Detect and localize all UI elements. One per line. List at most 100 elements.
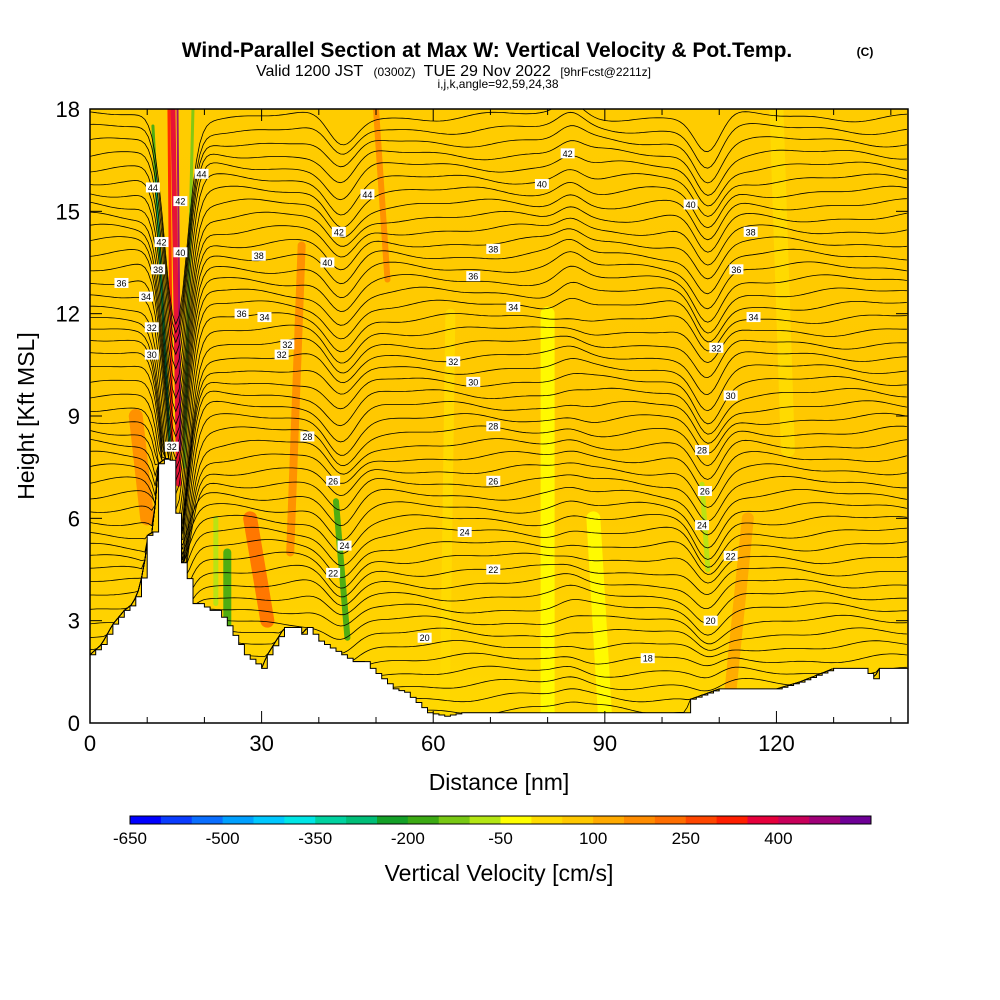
isentrope-line bbox=[90, 457, 907, 609]
isentrope-label-box bbox=[640, 653, 655, 664]
colorbar-tick-label: -650 bbox=[113, 829, 147, 848]
colorbar-swatch bbox=[284, 816, 316, 824]
isentrope-label-text: 42 bbox=[334, 227, 344, 237]
x-axis-label: Distance [nm] bbox=[429, 769, 570, 795]
isentrope-label-box bbox=[257, 312, 272, 323]
isentrope-label-box bbox=[486, 475, 501, 486]
isentrope-line bbox=[90, 457, 907, 568]
isentrope-label-box bbox=[709, 342, 724, 353]
chart-subtitle: Valid 1200 JST (0300Z) TUE 29 Nov 2022 [… bbox=[256, 63, 651, 80]
isentrope-label: 42 bbox=[331, 226, 346, 237]
isentrope-label: 22 bbox=[723, 550, 738, 561]
colorbar-swatch bbox=[160, 816, 193, 824]
isentrope-label-text: 30 bbox=[468, 377, 478, 387]
isentrope-label: 36 bbox=[729, 264, 744, 275]
isentrope-label-text: 44 bbox=[148, 183, 158, 193]
isentrope-label-text: 24 bbox=[460, 527, 470, 537]
colorbar-swatch bbox=[500, 816, 532, 824]
isentrope-label-text: 28 bbox=[302, 432, 312, 442]
isentrope-label-box bbox=[234, 308, 249, 319]
isentrope-label: 34 bbox=[746, 312, 761, 323]
isentrope-line bbox=[90, 251, 907, 471]
isentrope-label-box bbox=[144, 349, 159, 360]
isentrope-label-text: 40 bbox=[537, 180, 547, 190]
updraft-wave-3 bbox=[724, 512, 754, 695]
isentrope-label-box bbox=[729, 264, 744, 275]
isentrope-label-text: 26 bbox=[700, 487, 710, 497]
weak-updraft bbox=[439, 308, 456, 718]
isentrope-label: 18 bbox=[640, 653, 655, 664]
isentrope-label-box bbox=[280, 339, 295, 350]
isentrope-label-box bbox=[173, 247, 188, 258]
isentrope-label: 36 bbox=[466, 271, 481, 282]
isentrope-label: 32 bbox=[144, 322, 159, 333]
isentrope-line bbox=[90, 457, 907, 567]
subtitle-index: i,j,k,angle=92,59,24,38 bbox=[437, 77, 558, 91]
isentrope-line bbox=[90, 358, 907, 541]
colorbar-tick-label: 400 bbox=[764, 829, 792, 848]
isentrope-line bbox=[90, 312, 907, 518]
isentrope-label-box bbox=[466, 271, 481, 282]
isentrope-label-box bbox=[723, 550, 738, 561]
isentrope-label: 32 bbox=[280, 339, 295, 350]
isentrope-label-box bbox=[164, 441, 179, 452]
isentrope-label-box bbox=[139, 291, 154, 302]
isentrope-line bbox=[90, 457, 907, 546]
colorbar-swatch bbox=[191, 816, 224, 824]
colorbar-swatch bbox=[654, 816, 687, 824]
isentrope-label: 34 bbox=[139, 291, 154, 302]
isentrope-line bbox=[90, 111, 907, 334]
isentrope-label-text: 22 bbox=[328, 568, 338, 578]
colorbar-tick-label: -500 bbox=[206, 829, 240, 848]
isentrope-label-text: 28 bbox=[488, 422, 498, 432]
isentrope-label-text: 34 bbox=[259, 313, 269, 323]
isentrope-label-box bbox=[697, 486, 712, 497]
isentrope-line bbox=[90, 140, 907, 356]
isentrope-label: 24 bbox=[457, 526, 472, 537]
downdraft-wave-2 bbox=[332, 498, 351, 641]
isentrope-line bbox=[90, 457, 907, 636]
colorbar-swatch bbox=[685, 816, 718, 824]
isentrope-label: 36 bbox=[234, 308, 249, 319]
isentrope-label-text: 42 bbox=[563, 149, 573, 159]
colorbar-swatch bbox=[438, 816, 471, 824]
isentrope-label-text: 26 bbox=[328, 476, 338, 486]
y-tick-label: 9 bbox=[68, 404, 80, 429]
isentrope-line bbox=[90, 438, 907, 566]
isentrope-line bbox=[90, 194, 907, 413]
isentrope-label-box bbox=[534, 179, 549, 190]
isentrope-label-text: 34 bbox=[141, 292, 151, 302]
isentrope-label: 38 bbox=[151, 264, 166, 275]
isentrope-label-text: 36 bbox=[237, 309, 247, 319]
isentrope-label-box bbox=[695, 445, 710, 456]
isentrope-label-text: 42 bbox=[175, 197, 185, 207]
isentrope-label-box bbox=[194, 168, 209, 179]
subtitle-utc: (0300Z) bbox=[373, 65, 415, 79]
isentrope-line bbox=[90, 265, 907, 482]
isentrope-label: 44 bbox=[360, 189, 375, 200]
isentrope-line bbox=[90, 324, 907, 532]
isentrope-label: 22 bbox=[486, 564, 501, 575]
y-tick-label: 3 bbox=[68, 609, 80, 634]
isentrope-label-text: 36 bbox=[468, 272, 478, 282]
colorbar-swatch bbox=[469, 816, 501, 824]
isentrope-line bbox=[90, 228, 907, 450]
isentrope-label-box bbox=[703, 615, 718, 626]
isentrope-label-text: 22 bbox=[488, 565, 498, 575]
isentrope-label: 42 bbox=[173, 196, 188, 207]
isentrope-label: 32 bbox=[709, 342, 724, 353]
colorbar-swatch bbox=[747, 816, 779, 824]
x-tick-label: 60 bbox=[421, 731, 445, 756]
isentrope-label: 26 bbox=[486, 475, 501, 486]
isentrope-label-text: 38 bbox=[153, 265, 163, 275]
y-tick-label: 18 bbox=[56, 97, 80, 122]
isentrope-label-box bbox=[173, 196, 188, 207]
isentrope-line bbox=[90, 217, 907, 438]
colorbar-label: Vertical Velocity [cm/s] bbox=[385, 860, 614, 886]
isentrope-label: 38 bbox=[743, 226, 758, 237]
isentrope-label-text: 36 bbox=[731, 265, 741, 275]
colorbar-tick-label: -50 bbox=[488, 829, 513, 848]
isentrope-label-box bbox=[251, 250, 266, 261]
